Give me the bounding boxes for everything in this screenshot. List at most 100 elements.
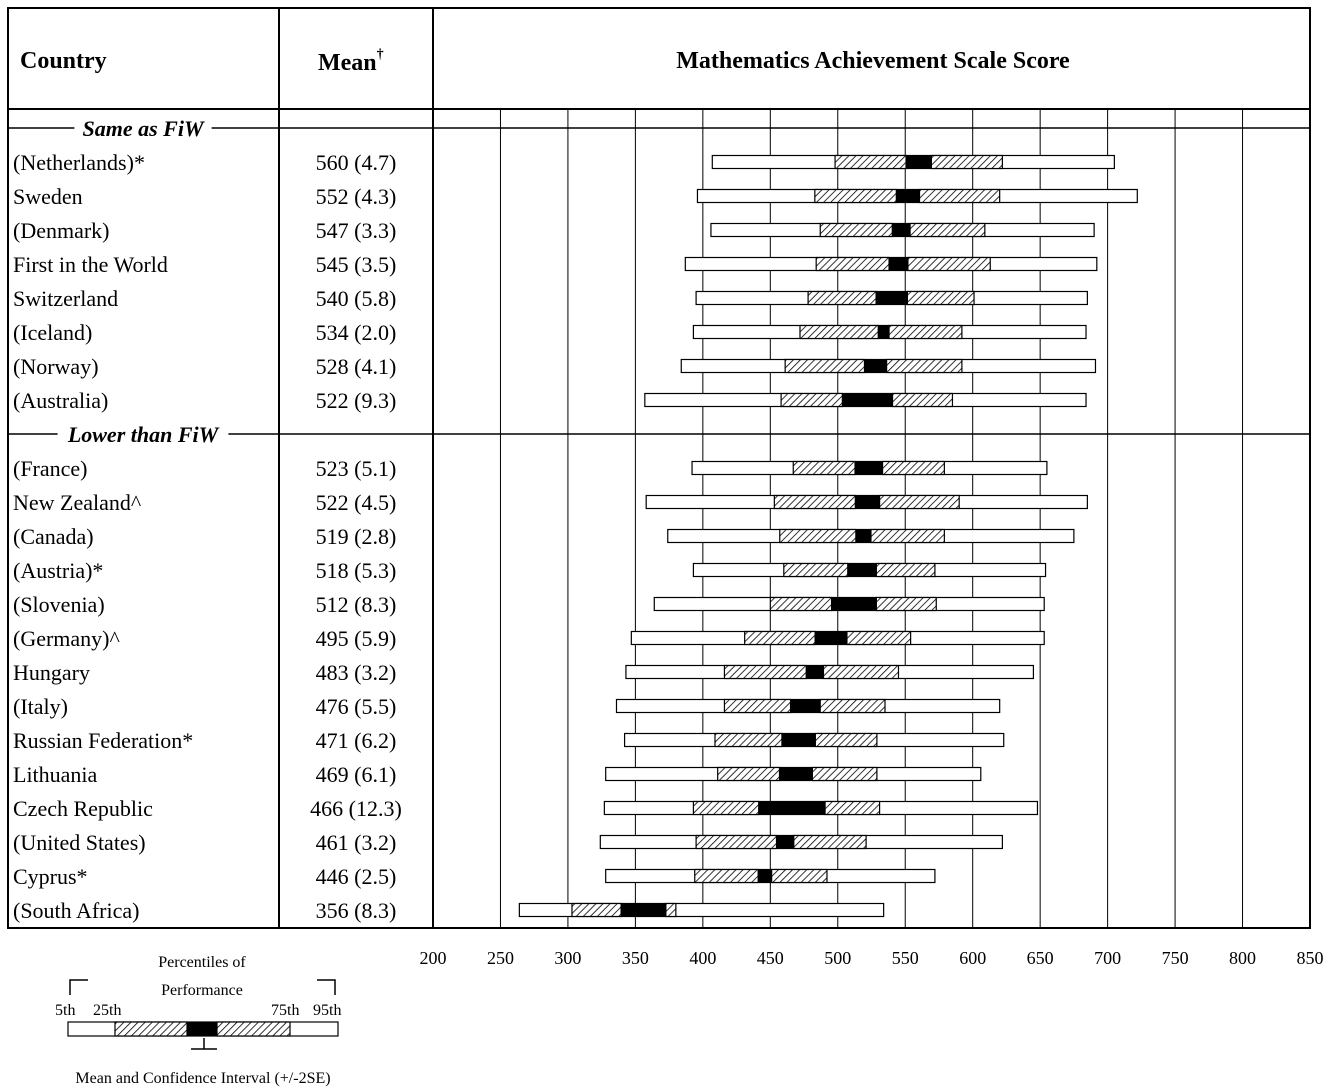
- x-tick-label: 750: [1162, 948, 1189, 968]
- hatch-bar-mean-75: [822, 664, 900, 680]
- x-tick-label: 700: [1094, 948, 1121, 968]
- outer-frame: [7, 7, 1311, 929]
- country-label: (Germany)^: [13, 626, 121, 651]
- data-row: (Australia) 522 (9.3): [13, 388, 1087, 413]
- mean-ci-bar: [831, 597, 877, 611]
- hatch-bar-mean-75: [878, 494, 960, 510]
- mean-value: 469 (6.1): [316, 762, 397, 787]
- mean-value: 540 (5.8): [316, 286, 397, 311]
- hatch-bar-mean-75: [665, 902, 677, 918]
- data-row: (Austria)* 518 (5.3): [13, 558, 1047, 583]
- country-label: Czech Republic: [13, 796, 153, 821]
- mean-value: 547 (3.3): [316, 218, 397, 243]
- mean-ci-bar: [855, 529, 871, 543]
- legend-bar-mean-ci: [187, 1022, 217, 1036]
- legend-bar-hatch-left: [114, 1021, 188, 1037]
- hatch-bar-25-mean: [692, 800, 760, 816]
- country-label: (Slovenia): [13, 592, 105, 617]
- hatch-bar-mean-75: [918, 188, 1001, 204]
- data-row: Sweden 552 (4.3): [13, 184, 1138, 209]
- legend-bracket-right: [317, 979, 336, 995]
- mean-header-footnote-mark: †: [377, 47, 384, 62]
- x-tick-label: 500: [824, 948, 851, 968]
- data-row: Russian Federation* 471 (6.2): [13, 728, 1005, 753]
- hatch-bar-25-mean: [799, 324, 879, 340]
- country-label: (Iceland): [13, 320, 92, 345]
- mean-value: 523 (5.1): [316, 456, 397, 481]
- mean-value: 495 (5.9): [316, 626, 397, 651]
- mean-value: 356 (8.3): [316, 898, 397, 923]
- country-label: (United States): [13, 830, 146, 855]
- x-tick-label: 600: [959, 948, 986, 968]
- hatch-bar-mean-75: [930, 154, 1003, 170]
- mean-value: 528 (4.1): [316, 354, 397, 379]
- data-row: First in the World 545 (3.5): [13, 252, 1098, 277]
- hatch-bar-25-mean: [773, 494, 856, 510]
- mean-ci-bar: [896, 189, 920, 203]
- hatch-bar-25-mean: [792, 460, 856, 476]
- mean-ci-bar: [790, 699, 821, 713]
- mean-value: 522 (4.5): [316, 490, 397, 515]
- mean-ci-bar: [889, 257, 908, 271]
- data-row: (Germany)^ 495 (5.9): [13, 626, 1045, 651]
- country-label: New Zealand^: [13, 490, 142, 515]
- hatch-bar-25-mean: [723, 698, 792, 714]
- mean-ci-bar: [781, 733, 816, 747]
- x-tick-label: 200: [420, 948, 447, 968]
- hatch-bar-mean-75: [888, 324, 963, 340]
- mean-value: 476 (5.5): [316, 694, 397, 719]
- mean-value: 518 (5.3): [316, 558, 397, 583]
- legend-ci-pointer: [191, 1038, 217, 1050]
- hatch-bar-mean-75: [891, 392, 954, 408]
- data-row: (Slovenia) 512 (8.3): [13, 592, 1045, 617]
- data-rows: Same as FiW (Netherlands)* 560 (4.7) Sweden…: [8, 114, 1310, 923]
- mean-ci-bar: [906, 155, 932, 169]
- data-row: (Netherlands)* 560 (4.7): [13, 150, 1115, 175]
- hatch-bar-25-mean: [769, 596, 833, 612]
- data-row: (Iceland) 534 (2.0): [13, 320, 1087, 345]
- mean-value: 519 (2.8): [316, 524, 397, 549]
- mean-value: 466 (12.3): [310, 796, 402, 821]
- mean-ci-bar: [892, 223, 911, 237]
- mean-value: 545 (3.5): [316, 252, 397, 277]
- hatch-bar-mean-75: [814, 732, 878, 748]
- hatch-bar-25-mean: [779, 528, 857, 544]
- mean-value: 560 (4.7): [316, 150, 397, 175]
- hatch-bar-mean-75: [886, 358, 963, 374]
- data-row: (South Africa) 356 (8.3): [13, 898, 885, 923]
- hatch-bar-25-mean: [717, 766, 781, 782]
- mean-ci-bar: [776, 835, 794, 849]
- mean-ci-bar: [758, 869, 772, 883]
- hatch-bar-25-mean: [571, 902, 622, 918]
- country-label: Lithuania: [13, 762, 98, 787]
- hatch-bar-25-mean: [714, 732, 783, 748]
- mean-value: 471 (6.2): [316, 728, 397, 753]
- hatch-bar-25-mean: [780, 392, 843, 408]
- group-label: Same as FiW: [82, 116, 204, 141]
- legend: Percentiles of Performance 5th 25th 75th…: [55, 954, 341, 1087]
- x-tick-label: 550: [892, 948, 919, 968]
- data-row: Cyprus* 446 (2.5): [13, 864, 936, 889]
- hatch-bar-25-mean: [784, 358, 866, 374]
- group-label-backdrop: [57, 420, 229, 448]
- data-row: (France) 523 (5.1): [13, 456, 1048, 481]
- x-tick-label: 650: [1027, 948, 1054, 968]
- legend-title-line2: Performance: [161, 982, 243, 999]
- legend-label-5th: 5th: [55, 1002, 75, 1019]
- legend-label-75th: 75th: [271, 1002, 299, 1019]
- gridlines: [499, 109, 1244, 928]
- data-row: New Zealand^ 522 (4.5): [13, 490, 1088, 515]
- data-row: Lithuania 469 (6.1): [13, 762, 982, 787]
- hatch-bar-mean-75: [875, 596, 937, 612]
- hatch-bar-mean-75: [819, 698, 886, 714]
- hatch-bar-mean-75: [870, 528, 945, 544]
- country-label: Sweden: [13, 184, 83, 209]
- mean-header-label: Mean: [318, 50, 377, 76]
- mean-ci-bar: [847, 563, 877, 577]
- legend-bar-hatch-right: [216, 1021, 291, 1037]
- mean-value: 534 (2.0): [316, 320, 397, 345]
- mean-value: 552 (4.3): [316, 184, 397, 209]
- group-label-backdrop: [74, 114, 212, 142]
- mean-value: 446 (2.5): [316, 864, 397, 889]
- mean-ci-bar: [758, 801, 826, 815]
